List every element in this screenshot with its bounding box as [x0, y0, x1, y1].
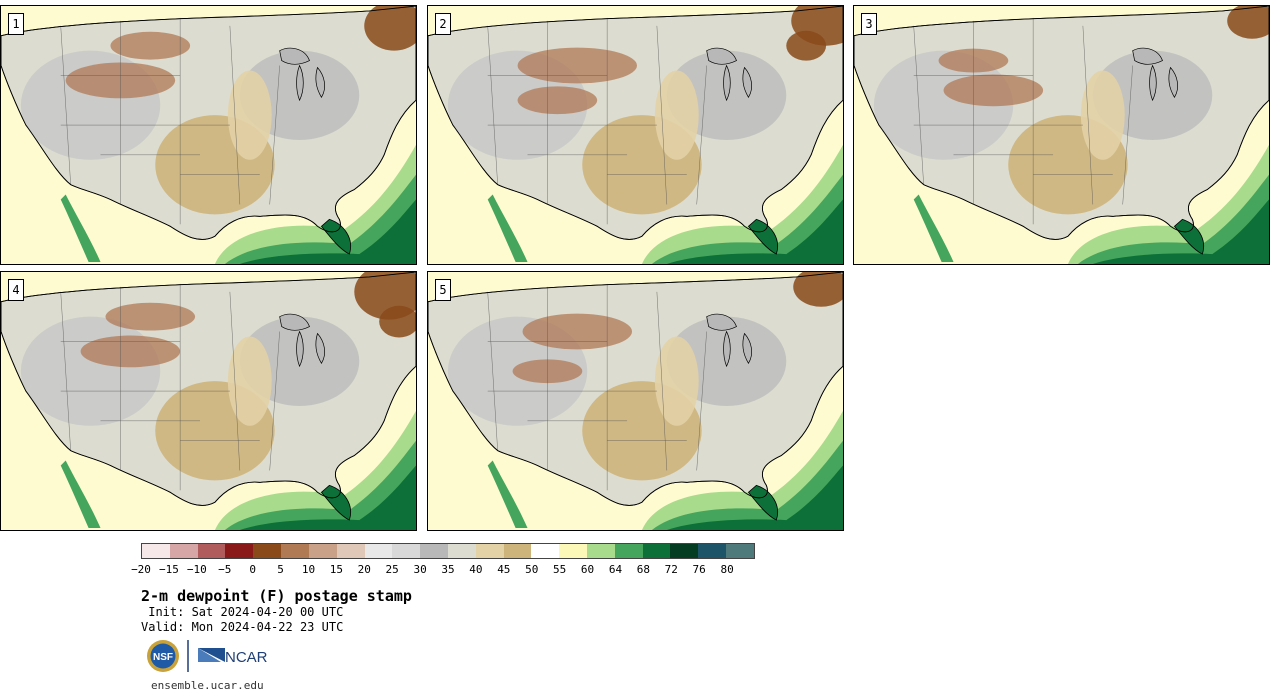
- chart-title: 2-m dewpoint (F) postage stamp: [141, 587, 412, 605]
- stamp-member-1: 1: [0, 5, 417, 265]
- colorbar-tick-label: 68: [636, 563, 650, 576]
- colorbar-tick-label: 55: [553, 563, 567, 576]
- colorbar-tick-label: 80: [720, 563, 734, 576]
- valid-time: Valid: Mon 2024-04-22 23 UTC: [141, 620, 344, 634]
- colorbar-swatch: [726, 544, 754, 558]
- colorbar-swatch: [642, 544, 671, 558]
- member-number-label: 2: [435, 13, 451, 35]
- colorbar-swatch: [420, 544, 448, 558]
- colorbar-swatch: [253, 544, 282, 558]
- colorbar-swatch: [392, 544, 421, 558]
- colorbar-tick-label: 50: [525, 563, 539, 576]
- colorbar-tick-label: −10: [186, 563, 207, 576]
- colorbar-swatch: [364, 544, 393, 558]
- colorbar-swatch: [225, 544, 254, 558]
- colorbar-tick-label: 60: [580, 563, 595, 576]
- colorbar-tick-label: 35: [441, 563, 455, 576]
- member-number-label: 5: [435, 279, 451, 301]
- colorbar-swatch: [587, 544, 615, 558]
- colorbar-tick-label: −5: [218, 563, 232, 576]
- colorbar-tick-label: 5: [277, 563, 284, 576]
- colorbar-tick-label: 45: [497, 563, 511, 576]
- colorbar-swatch: [670, 544, 699, 558]
- logos: NSF NCAR: [145, 638, 275, 676]
- stamp-member-2: 2: [427, 5, 844, 265]
- colorbar-tick-label: 30: [413, 563, 427, 576]
- colorbar-swatch: [503, 544, 532, 558]
- map-background: [1, 272, 416, 530]
- stamp-member-4: 4: [0, 271, 417, 531]
- colorbar-swatch: [308, 544, 337, 558]
- colorbar-swatch: [197, 544, 226, 558]
- colorbar: [141, 543, 755, 559]
- colorbar-tick-label: −20: [131, 563, 151, 576]
- stamp-member-5: 5: [427, 271, 844, 531]
- colorbar-swatch: [447, 544, 476, 558]
- ncar-logo-icon: NCAR: [198, 648, 268, 666]
- colorbar-tick-label: 72: [664, 563, 678, 576]
- colorbar-swatch: [281, 544, 309, 558]
- colorbar-swatch: [531, 544, 560, 558]
- colorbar-tick-label: −15: [158, 563, 179, 576]
- nsf-logo-icon: NSF: [147, 640, 179, 672]
- colorbar-tick-label: 20: [357, 563, 371, 576]
- footer-url: ensemble.ucar.edu: [151, 679, 264, 692]
- colorbar-swatch: [614, 544, 643, 558]
- colorbar-swatch: [142, 544, 170, 558]
- colorbar-swatch: [169, 544, 198, 558]
- colorbar-swatch: [475, 544, 504, 558]
- map-background: [428, 6, 843, 264]
- map-background: [854, 6, 1269, 264]
- colorbar-tick-label: 76: [692, 563, 706, 576]
- map-background: [1, 6, 416, 264]
- colorbar-tick-label: 10: [301, 563, 316, 576]
- colorbar-ticks: −20 −15 −10 −5 0 5 10 15 20 25 30 35 40 45 50 55 60 64 68 7…: [131, 563, 755, 577]
- colorbar-tick-label: 0: [249, 563, 256, 576]
- colorbar-tick-label: 25: [385, 563, 399, 576]
- colorbar-swatch: [559, 544, 587, 558]
- colorbar-tick-label: 40: [469, 563, 483, 576]
- nsf-logo-text: NSF: [153, 652, 173, 663]
- colorbar-tick-label: 15: [329, 563, 343, 576]
- map-background: [428, 272, 843, 530]
- colorbar-swatch: [336, 544, 365, 558]
- ncar-logo-text: NCAR: [225, 649, 268, 666]
- member-number-label: 1: [8, 13, 24, 35]
- colorbar-swatch: [698, 544, 727, 558]
- stamp-member-3: 3: [853, 5, 1270, 265]
- init-time: Init: Sat 2024-04-20 00 UTC: [141, 605, 344, 619]
- colorbar-tick-label: 64: [608, 563, 623, 576]
- member-number-label: 3: [861, 13, 877, 35]
- member-number-label: 4: [8, 279, 24, 301]
